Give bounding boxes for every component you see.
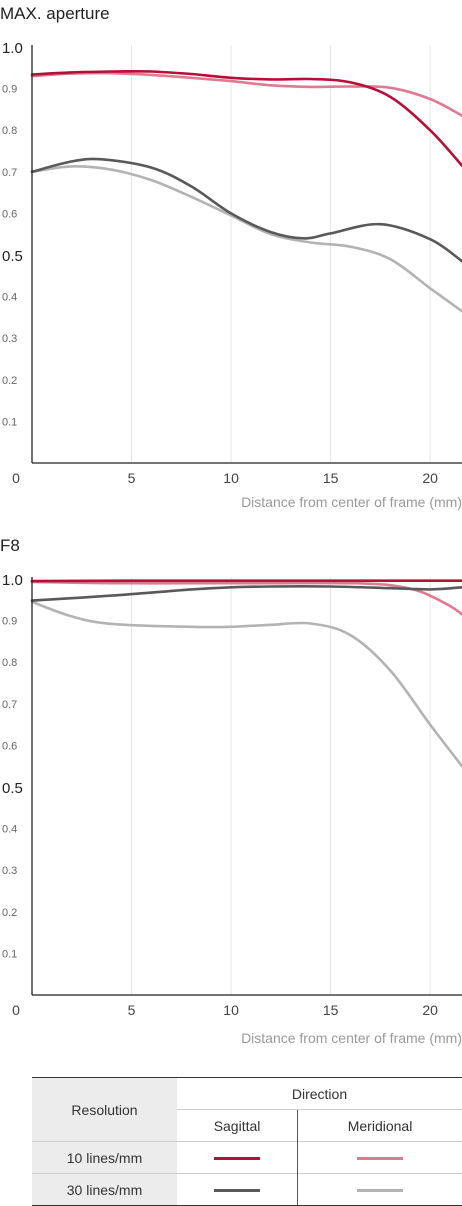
y-tick-label: 0.4 — [2, 292, 17, 304]
x-axis-label: Distance from center of frame (mm) — [241, 1030, 462, 1046]
legend-swatch-10-sagittal — [214, 1157, 260, 1160]
series-line — [32, 602, 462, 766]
chart-plot: 5 10 15 20 0 0.1 0.2 0.3 0.4 0.5 0.6 0.7 0.8 0.9 1.0 — [0, 0, 462, 520]
legend-table: Resolution Direction Sagittal Meridional… — [32, 1077, 462, 1206]
x-tick-label: 20 — [422, 1002, 438, 1018]
legend-swatch-10-meridional — [357, 1157, 403, 1160]
legend-row: 30 lines/mm — [32, 1174, 462, 1206]
y-tick-label: 0.7 — [2, 167, 17, 179]
y-tick-label: 0.3 — [2, 333, 17, 345]
x-tick-label: 15 — [323, 470, 339, 486]
x-tick-label: 10 — [223, 470, 239, 486]
legend-meridional-header: Meridional — [298, 1110, 462, 1142]
legend-row: 10 lines/mm — [32, 1142, 462, 1174]
x-origin-label: 0 — [12, 470, 20, 486]
series-line — [32, 159, 462, 261]
y-tick-label: 0.9 — [2, 84, 17, 96]
legend-direction-header: Direction — [177, 1078, 462, 1110]
x-tick-label: 15 — [323, 1002, 339, 1018]
legend-swatch-30-meridional — [357, 1189, 403, 1192]
legend-resolution-header: Resolution — [32, 1078, 177, 1142]
y-tick-label: 0.4 — [2, 824, 17, 836]
legend-sagittal-header: Sagittal — [177, 1110, 298, 1142]
y-tick-label: 0.2 — [2, 375, 17, 387]
chart-plot: 5 10 15 20 0 0.1 0.2 0.3 0.4 0.5 0.6 0.7 0.8 0.9 1.0 — [0, 532, 462, 1052]
legend-row-label: 10 lines/mm — [32, 1142, 177, 1174]
y-tick-label: 0.5 — [2, 780, 23, 797]
y-tick-label: 0.1 — [2, 416, 17, 428]
x-tick-label: 10 — [223, 1002, 239, 1018]
series-line — [32, 71, 462, 165]
x-tick-label: 20 — [422, 470, 438, 486]
y-tick-label: 0.8 — [2, 657, 17, 669]
x-tick-label: 5 — [128, 1002, 136, 1018]
y-tick-label: 1.0 — [2, 572, 23, 589]
y-tick-label: 0.2 — [2, 907, 17, 919]
y-tick-label: 0.6 — [2, 208, 17, 220]
y-tick-label: 0.3 — [2, 865, 17, 877]
series-line — [32, 166, 462, 311]
x-tick-label: 5 — [128, 470, 136, 486]
y-tick-label: 0.5 — [2, 248, 23, 265]
series-line — [32, 586, 462, 600]
x-axis-label: Distance from center of frame (mm) — [241, 494, 462, 510]
y-tick-label: 0.8 — [2, 125, 17, 137]
legend-swatch-30-sagittal — [214, 1189, 260, 1192]
y-tick-label: 0.1 — [2, 948, 17, 960]
y-tick-label: 0.6 — [2, 740, 17, 752]
y-tick-label: 0.9 — [2, 616, 17, 628]
y-tick-label: 0.7 — [2, 699, 17, 711]
x-origin-label: 0 — [12, 1002, 20, 1018]
legend-row-label: 30 lines/mm — [32, 1174, 177, 1206]
y-tick-label: 1.0 — [2, 40, 23, 57]
